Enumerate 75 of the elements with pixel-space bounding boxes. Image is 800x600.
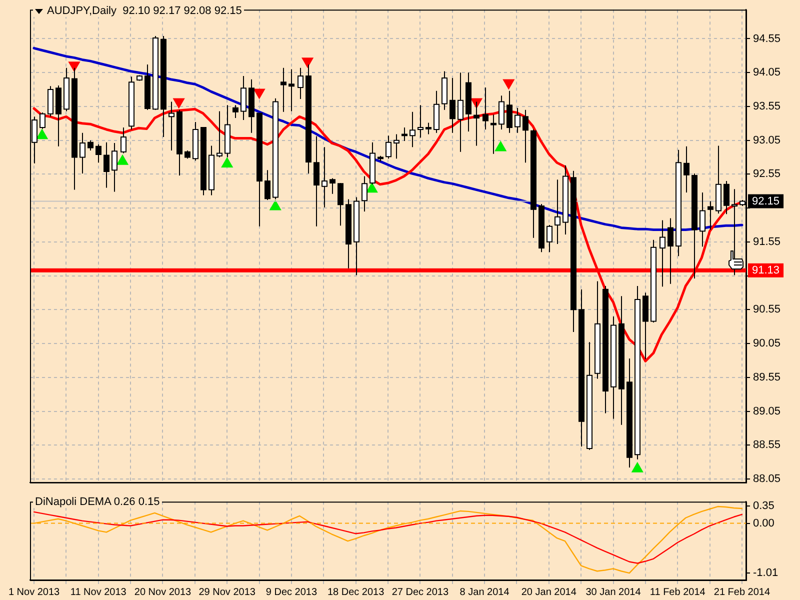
candlestick xyxy=(330,178,336,194)
candlestick xyxy=(120,126,126,154)
candlestick xyxy=(724,180,730,215)
candlestick xyxy=(474,101,480,146)
candlestick xyxy=(104,142,110,188)
y-tick-label: 93.55 xyxy=(753,100,781,112)
candlestick xyxy=(168,101,174,151)
candlestick xyxy=(402,126,408,142)
y-tick-label: 90.55 xyxy=(753,304,781,316)
y-tick-label: 89.05 xyxy=(753,405,781,418)
x-tick-label: 8 Jan 2014 xyxy=(460,586,510,598)
y-tick-label: 93.05 xyxy=(753,134,781,146)
candlestick xyxy=(410,111,416,148)
x-tick-label: 18 Dec 2013 xyxy=(327,586,385,598)
candlestick xyxy=(314,136,320,227)
candlestick xyxy=(280,67,286,112)
candlestick xyxy=(482,86,488,130)
y-tick-label: -1.01 xyxy=(753,567,778,580)
y-tick-label: 92.55 xyxy=(753,168,781,180)
y-tick-label: 89.55 xyxy=(753,371,781,384)
x-tick-label: 20 Jan 2014 xyxy=(521,586,577,598)
candlestick xyxy=(112,142,118,192)
x-tick-label: 11 Nov 2013 xyxy=(70,586,127,598)
candlestick xyxy=(288,68,294,112)
chart-title: AUDJPY,Daily 92.10 92.17 92.08 92.15 xyxy=(47,5,242,17)
chart-title: DiNapoli DEMA 0.26 0.15 xyxy=(35,496,160,508)
x-tick-label: 21 Feb 2014 xyxy=(714,586,770,598)
candlestick xyxy=(490,114,496,154)
candlestick xyxy=(546,224,552,253)
y-tick-label: 88.55 xyxy=(753,439,781,452)
x-tick-label: 9 Dec 2013 xyxy=(266,586,318,598)
candlestick xyxy=(418,104,424,138)
candlestick xyxy=(732,188,738,276)
y-tick-label: 0.35 xyxy=(753,500,774,512)
candlestick xyxy=(40,112,46,130)
candlestick xyxy=(684,146,690,193)
candlestick xyxy=(708,200,714,230)
candlestick xyxy=(522,109,528,164)
candlestick xyxy=(216,110,222,158)
x-tick-label: 29 Nov 2013 xyxy=(198,586,256,598)
ref-line-label: 92.15 xyxy=(752,195,780,208)
y-tick-label: 94.55 xyxy=(753,32,781,45)
candlestick xyxy=(458,72,464,152)
x-tick-label: 30 Jan 2014 xyxy=(586,586,642,598)
candlestick xyxy=(394,134,400,160)
candlestick xyxy=(426,122,432,135)
y-tick-label: 91.55 xyxy=(753,236,781,248)
y-tick-label: 0.00 xyxy=(753,517,774,530)
candlestick xyxy=(322,146,328,208)
candlestick xyxy=(668,218,674,284)
candlestick xyxy=(660,220,666,288)
candlestick xyxy=(232,104,238,118)
candlestick xyxy=(362,176,368,212)
x-tick-label: 27 Dec 2013 xyxy=(392,586,449,598)
candlestick xyxy=(386,135,392,160)
candlestick xyxy=(506,90,512,134)
candlestick xyxy=(700,192,706,248)
candlestick xyxy=(80,132,86,174)
candlestick xyxy=(498,95,504,130)
candlestick xyxy=(240,75,246,121)
candlestick xyxy=(298,67,304,100)
candlestick xyxy=(88,140,94,151)
y-tick-label: 94.05 xyxy=(753,66,781,79)
ref-line-label: 91.13 xyxy=(752,264,780,276)
x-tick-label: 20 Nov 2013 xyxy=(134,586,192,598)
candlestick xyxy=(554,179,560,244)
candlestick xyxy=(264,170,270,200)
candlestick xyxy=(96,144,102,164)
x-tick-label: 11 Feb 2014 xyxy=(650,586,706,598)
candlestick xyxy=(514,107,520,134)
y-tick-label: 90.05 xyxy=(753,338,781,350)
candlestick xyxy=(450,78,456,134)
candlestick xyxy=(338,182,344,226)
x-tick-label: 1 Nov 2013 xyxy=(8,586,60,598)
y-tick-label: 88.05 xyxy=(753,473,781,486)
